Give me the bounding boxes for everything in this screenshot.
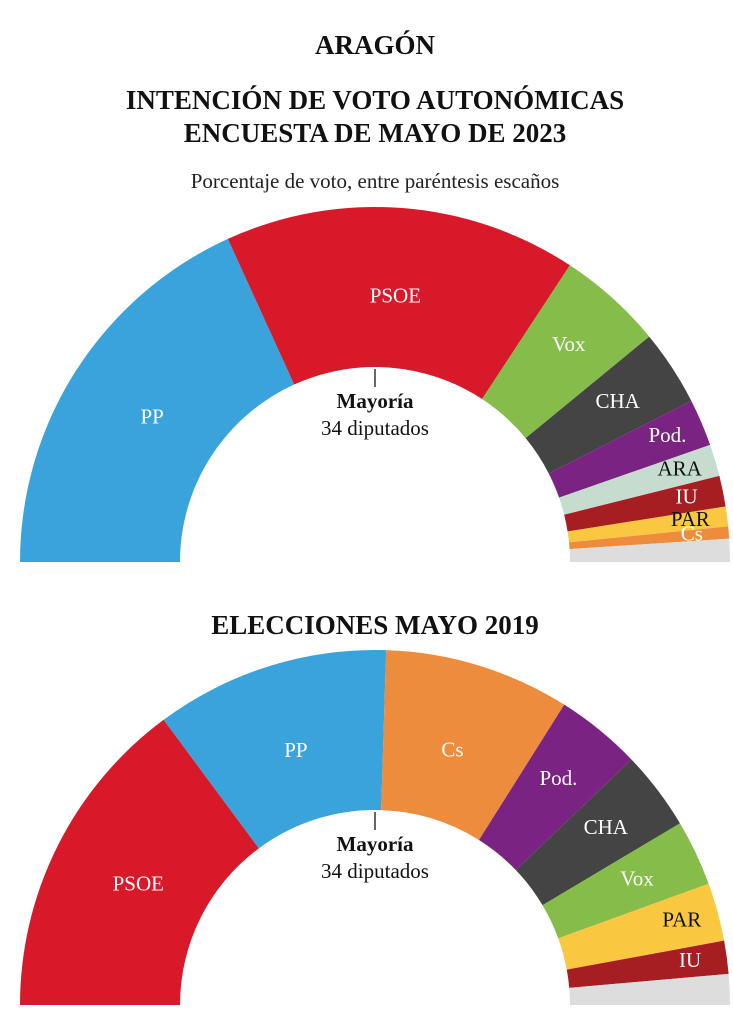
seat-segment bbox=[20, 238, 295, 562]
segment-label: Vox bbox=[552, 332, 586, 356]
annotation: Mayoría bbox=[337, 832, 414, 856]
seat-segment bbox=[515, 759, 680, 906]
seat-segment bbox=[478, 704, 632, 871]
seat-segment bbox=[569, 973, 730, 1005]
segment-label: ARA bbox=[657, 457, 702, 481]
seat-segment bbox=[569, 538, 730, 562]
segment-label: PAR bbox=[662, 907, 701, 931]
seat-segment bbox=[163, 650, 387, 849]
seat-segment bbox=[542, 823, 709, 939]
seat-segment bbox=[525, 336, 692, 474]
seat-segment bbox=[20, 719, 259, 1005]
seat-segment bbox=[227, 207, 570, 400]
chart-title: ELECCIONES MAYO 2019 bbox=[211, 610, 539, 640]
segment-label: PP bbox=[140, 404, 163, 428]
segment-label: PSOE bbox=[370, 284, 421, 308]
subtitle: Porcentaje de voto, entre paréntesis esc… bbox=[191, 169, 560, 193]
segment-label: Cs bbox=[441, 737, 463, 761]
segment-label: Pod. bbox=[539, 766, 577, 790]
segment-label: CHA bbox=[595, 389, 640, 413]
seat-segment bbox=[558, 883, 725, 970]
seat-segment bbox=[567, 506, 729, 543]
segment-label: PAR bbox=[671, 507, 710, 531]
seat-segment bbox=[569, 526, 730, 550]
seat-segment bbox=[566, 940, 729, 988]
annotation: 34 diputados bbox=[321, 859, 429, 883]
chart-title: ENCUESTA DE MAYO DE 2023 bbox=[184, 118, 567, 148]
chart-title: INTENCIÓN DE VOTO AUTONÓMICAS bbox=[126, 85, 624, 115]
segment-label: Pod. bbox=[648, 423, 686, 447]
segment-label: CHA bbox=[584, 815, 629, 839]
segment-label: Cs bbox=[681, 521, 703, 545]
seat-segment bbox=[548, 400, 711, 498]
annotation: 34 diputados bbox=[321, 416, 429, 440]
segment-label: Vox bbox=[620, 867, 654, 891]
segment-label: IU bbox=[676, 484, 698, 508]
annotation: Mayoría bbox=[337, 389, 414, 413]
seat-segment bbox=[482, 265, 650, 439]
segment-label: IU bbox=[679, 948, 701, 972]
seat-segment bbox=[559, 444, 720, 515]
page-title: ARAGÓN bbox=[315, 30, 435, 60]
seat-segment bbox=[564, 475, 726, 532]
segment-label: PSOE bbox=[113, 872, 164, 896]
segment-label: PP bbox=[284, 738, 307, 762]
seat-segment bbox=[381, 650, 565, 841]
